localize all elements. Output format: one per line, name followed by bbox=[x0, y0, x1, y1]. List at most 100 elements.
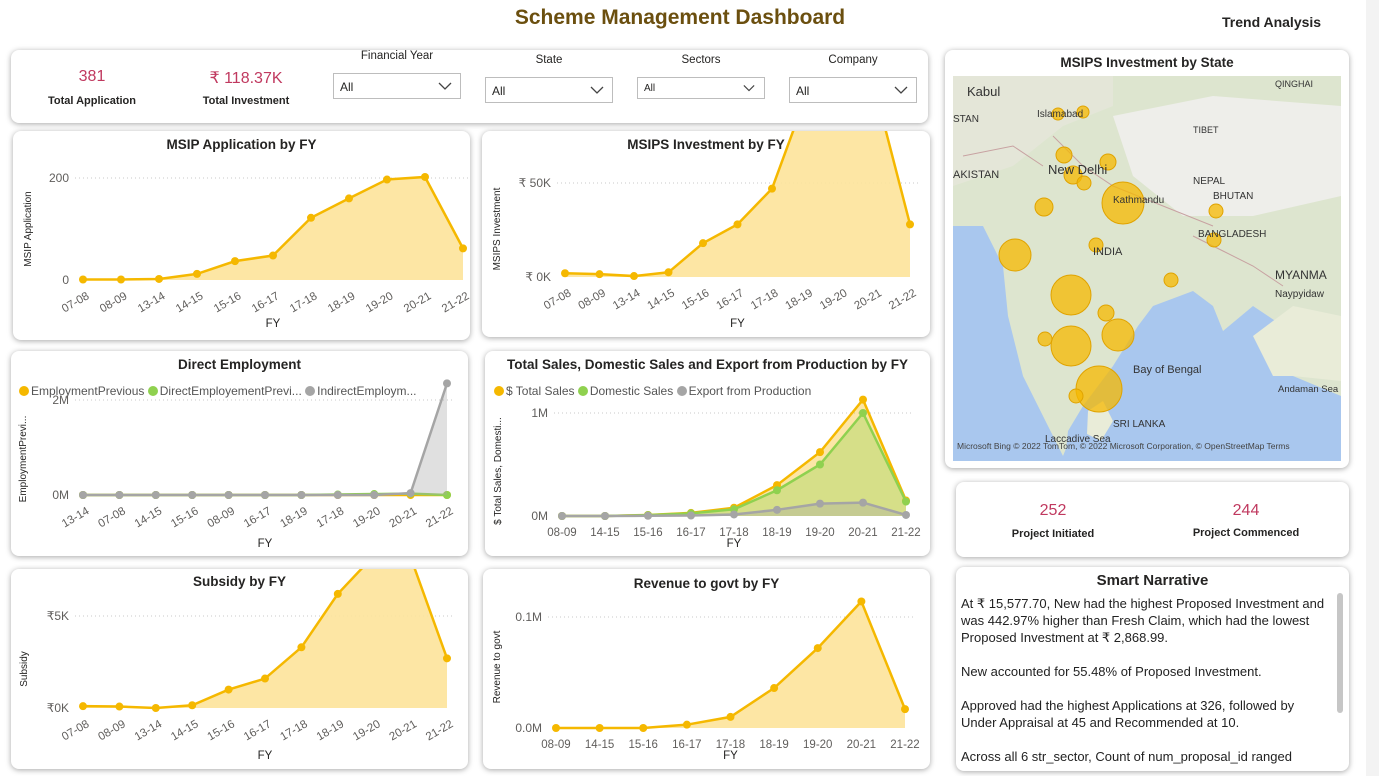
data-point bbox=[552, 724, 560, 732]
map-title: MSIPS Investment by State bbox=[1060, 55, 1234, 70]
x-tick-label: 17-18 bbox=[278, 718, 309, 743]
data-point bbox=[155, 274, 163, 283]
data-point bbox=[297, 491, 306, 499]
map-place-label: AKISTAN bbox=[953, 169, 1000, 181]
sectors-value: All bbox=[644, 83, 656, 94]
smart-narrative-title: Smart Narrative bbox=[1096, 572, 1209, 589]
map-bubble bbox=[1208, 203, 1224, 219]
data-point bbox=[151, 491, 160, 499]
y-tick-label: ₹ 50K bbox=[519, 176, 551, 190]
sales-chart[interactable]: 0M 1M 08-09 14-15 15-16 16-17 17-18 18-19 19-20 2… bbox=[485, 351, 930, 556]
legend-item[interactable]: DirectEmployementPrevi... bbox=[147, 384, 302, 398]
map-place-label: TIBET bbox=[1193, 125, 1219, 135]
x-tick-label: 21-22 bbox=[891, 527, 920, 539]
x-tick-label: 16-17 bbox=[250, 290, 281, 315]
x-tick-label: 08-09 bbox=[576, 287, 607, 312]
x-axis-label: FY bbox=[730, 318, 745, 330]
project-commenced-value: 244 bbox=[1232, 502, 1260, 519]
y-tick-label: 1M bbox=[531, 406, 548, 420]
narrative-paragraph: Approved had the highest Applications at… bbox=[961, 698, 1295, 730]
map-place-label: BHUTAN bbox=[1213, 191, 1254, 202]
sales-card: Total Sales, Domestic Sales and Export f… bbox=[485, 351, 930, 556]
x-tick-label: 16-17 bbox=[672, 739, 701, 751]
map-bubble bbox=[1055, 146, 1073, 164]
map-geography bbox=[953, 76, 1341, 461]
x-tick-label: 19-20 bbox=[351, 718, 382, 743]
map-bubble bbox=[1034, 197, 1054, 217]
series-area bbox=[562, 413, 906, 516]
x-axis-label: FY bbox=[266, 318, 281, 330]
x-tick-label: 14-15 bbox=[645, 287, 676, 312]
map-place-label: Naypyidaw bbox=[1275, 289, 1324, 300]
legend-label: IndirectEmploym... bbox=[317, 384, 417, 398]
data-point bbox=[773, 505, 781, 514]
y-axis-label: $ Total Sales, Domesti... bbox=[493, 417, 504, 525]
x-tick-label: 20-21 bbox=[848, 527, 877, 539]
data-point bbox=[443, 654, 451, 663]
trend-analysis-link[interactable]: Trend Analysis bbox=[1222, 14, 1322, 30]
legend-item[interactable]: IndirectEmploym... bbox=[305, 384, 417, 398]
smart-narrative-card: Smart Narrative At ₹ 15,577.70, New had … bbox=[956, 567, 1349, 771]
x-tick-label: 14-15 bbox=[133, 505, 164, 530]
x-tick-label: 20-21 bbox=[847, 739, 876, 751]
x-tick-label: 13-14 bbox=[611, 287, 643, 312]
x-tick-label: 18-19 bbox=[278, 505, 309, 530]
x-tick-label: 07-08 bbox=[60, 290, 91, 315]
revenue-chart[interactable]: 0.0M 0.1M 08-09 14-15 15-16 16-17 17-18 18-19 19… bbox=[483, 569, 930, 769]
data-point bbox=[115, 702, 124, 711]
x-tick-label: 17-18 bbox=[749, 287, 780, 312]
x-tick-label: 14-15 bbox=[590, 527, 619, 539]
data-point bbox=[859, 498, 867, 507]
subsidy-chart[interactable]: ₹0K ₹5K 07-08 08-09 13-14 14-15 15-16 16-17 17-1… bbox=[11, 569, 468, 769]
data-point bbox=[406, 489, 415, 498]
map-place-label: MYANMA bbox=[1275, 268, 1327, 282]
x-tick-label: 18-19 bbox=[759, 739, 788, 751]
scrollbar-right[interactable] bbox=[1366, 0, 1379, 776]
data-point bbox=[421, 172, 429, 181]
x-tick-label: 15-16 bbox=[680, 287, 711, 312]
data-point bbox=[224, 685, 233, 694]
legend-label: Domestic Sales bbox=[589, 384, 674, 398]
map-bubble bbox=[1075, 365, 1123, 413]
map-place-label: QINGHAI bbox=[1275, 79, 1314, 89]
series-area bbox=[83, 569, 447, 708]
x-tick-label: 07-08 bbox=[542, 287, 573, 312]
y-tick-label: 0M bbox=[531, 509, 548, 523]
msip-application-chart[interactable]: 0 200 07-08 08-09 13-14 14-15 15-16 16-17 17-18 1… bbox=[13, 131, 470, 340]
data-point bbox=[639, 724, 648, 732]
map-visual[interactable]: Kabul Islamabad STAN TIBET QINGHAI AKISTAN New… bbox=[953, 76, 1341, 461]
legend-item[interactable]: Domestic Sales bbox=[577, 384, 674, 398]
narrative-scrollbar[interactable] bbox=[1337, 593, 1343, 713]
y-tick-label: 0.0M bbox=[515, 721, 542, 735]
series-area bbox=[83, 176, 463, 280]
map-place-label: STAN bbox=[953, 114, 979, 125]
chevron-down-icon bbox=[438, 82, 452, 90]
sectors-dropdown[interactable]: All bbox=[637, 77, 765, 99]
legend-item[interactable]: Export from Production bbox=[676, 384, 811, 398]
financial-year-dropdown[interactable]: All bbox=[333, 73, 461, 99]
project-kpi-card: 252 Project Initiated 244 Project Commen… bbox=[956, 482, 1349, 557]
x-tick-label: 20-21 bbox=[852, 287, 883, 312]
financial-year-label: Financial Year bbox=[360, 50, 434, 62]
data-point bbox=[459, 244, 467, 253]
msips-investment-title: MSIPS Investment by FY bbox=[627, 137, 785, 152]
legend-item[interactable]: EmploymentPrevious bbox=[19, 384, 144, 398]
legend-item[interactable]: $ Total Sales bbox=[494, 384, 575, 398]
y-axis-label: MSIPS Investment bbox=[492, 187, 503, 270]
company-dropdown[interactable]: All bbox=[789, 77, 917, 103]
map-bubble bbox=[1051, 107, 1065, 121]
map-bubble bbox=[1076, 175, 1092, 191]
map-credits[interactable]: Microsoft Bing © 2022 TomTom, © 2022 Mic… bbox=[957, 441, 1290, 451]
x-tick-label: 17-18 bbox=[716, 739, 745, 751]
data-point bbox=[682, 720, 691, 729]
dashboard-title: Scheme Management Dashboard bbox=[514, 6, 846, 29]
state-dropdown[interactable]: All bbox=[485, 77, 613, 103]
x-tick-label: 19-20 bbox=[818, 287, 849, 312]
data-point bbox=[730, 510, 738, 519]
direct-employment-legend: EmploymentPrevious DirectEmployementPrev… bbox=[19, 384, 417, 398]
revenue-title: Revenue to govt by FY bbox=[633, 576, 780, 591]
map-card: MSIPS Investment by State Kabul Islamabad… bbox=[945, 50, 1349, 468]
legend-label: $ Total Sales bbox=[506, 384, 575, 398]
